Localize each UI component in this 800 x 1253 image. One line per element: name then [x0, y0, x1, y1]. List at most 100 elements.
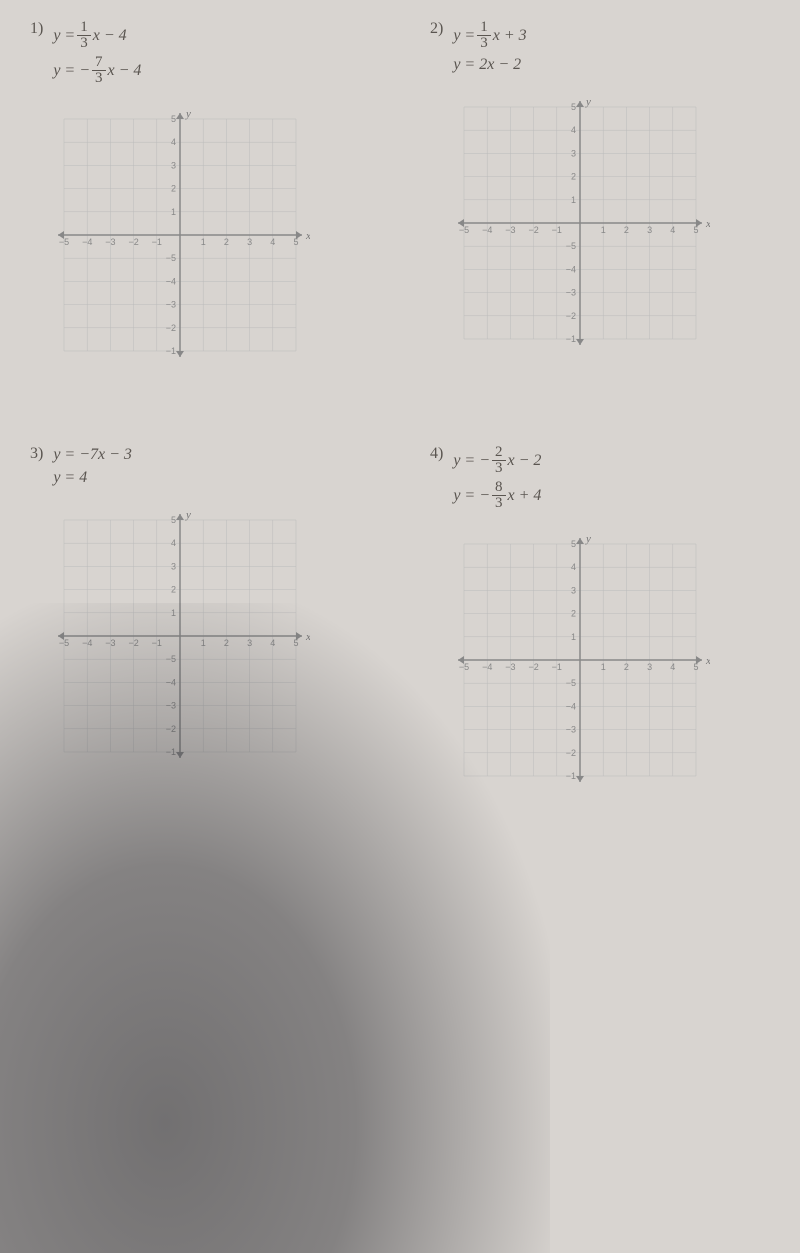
equation-2: y = − 7 3 x − 4 — [53, 55, 141, 86]
svg-text:5: 5 — [693, 225, 698, 235]
svg-text:−5: −5 — [59, 237, 69, 247]
equation-1: y = 1 3 x − 4 — [53, 20, 141, 51]
svg-text:x: x — [305, 230, 310, 242]
svg-text:−5: −5 — [166, 655, 176, 665]
svg-text:−1: −1 — [152, 638, 162, 648]
svg-text:−5: −5 — [166, 253, 176, 263]
svg-text:4: 4 — [171, 539, 176, 549]
problem-3: 3) y = −7x − 3 y = 4 −51−42−33−24−151−52… — [30, 445, 370, 790]
svg-text:2: 2 — [171, 585, 176, 595]
svg-text:4: 4 — [171, 137, 176, 147]
svg-text:−4: −4 — [82, 237, 92, 247]
svg-text:5: 5 — [171, 515, 176, 525]
svg-text:−5: −5 — [59, 638, 69, 648]
svg-text:5: 5 — [171, 114, 176, 124]
svg-text:−3: −3 — [105, 237, 115, 247]
equations-block: y = 1 3 x − 4 y = − 7 3 x − 4 — [53, 20, 141, 90]
svg-text:5: 5 — [571, 102, 576, 112]
equation-2: y = 4 — [53, 468, 132, 487]
svg-text:−4: −4 — [482, 225, 492, 235]
svg-text:4: 4 — [270, 638, 275, 648]
svg-text:x: x — [705, 218, 710, 230]
svg-text:−4: −4 — [566, 701, 576, 711]
svg-text:−3: −3 — [505, 225, 515, 235]
svg-text:1: 1 — [571, 195, 576, 205]
svg-text:y: y — [585, 96, 591, 108]
equations-block: y = 1 3 x + 3 y = 2x − 2 — [453, 20, 526, 78]
svg-text:1: 1 — [201, 638, 206, 648]
svg-text:−5: −5 — [566, 241, 576, 251]
svg-text:3: 3 — [571, 585, 576, 595]
svg-text:3: 3 — [647, 662, 652, 672]
svg-text:−1: −1 — [166, 346, 176, 356]
fraction: 8 3 — [492, 480, 506, 511]
svg-text:2: 2 — [624, 225, 629, 235]
svg-text:−3: −3 — [166, 701, 176, 711]
svg-text:1: 1 — [171, 207, 176, 217]
svg-text:2: 2 — [224, 237, 229, 247]
svg-text:−3: −3 — [566, 288, 576, 298]
equation-1: y = −7x − 3 — [53, 445, 132, 464]
row-2: 3) y = −7x − 3 y = 4 −51−42−33−24−151−52… — [30, 445, 770, 790]
svg-text:−4: −4 — [82, 638, 92, 648]
svg-text:3: 3 — [647, 225, 652, 235]
svg-text:−3: −3 — [505, 662, 515, 672]
svg-text:5: 5 — [693, 662, 698, 672]
svg-text:4: 4 — [270, 237, 275, 247]
svg-text:y: y — [585, 533, 591, 545]
svg-text:1: 1 — [171, 608, 176, 618]
svg-text:2: 2 — [171, 184, 176, 194]
problem-number: 1) — [30, 20, 43, 38]
svg-text:−4: −4 — [166, 276, 176, 286]
svg-text:−1: −1 — [566, 334, 576, 344]
svg-text:x: x — [305, 631, 310, 643]
svg-text:−2: −2 — [128, 638, 138, 648]
svg-text:1: 1 — [201, 237, 206, 247]
fraction: 1 3 — [477, 20, 491, 51]
svg-text:−2: −2 — [528, 662, 538, 672]
problem-4: 4) y = − 2 3 x − 2 y = − 8 3 x + 4 −51−4… — [430, 445, 770, 790]
problem-2: 2) y = 1 3 x + 3 y = 2x − 2 −51−42−33−24… — [430, 20, 770, 365]
equation-2: y = − 8 3 x + 4 — [453, 480, 541, 511]
svg-text:−1: −1 — [552, 662, 562, 672]
svg-text:2: 2 — [624, 662, 629, 672]
svg-text:−5: −5 — [459, 662, 469, 672]
svg-text:2: 2 — [571, 172, 576, 182]
coordinate-grid-4: −51−42−33−24−151−52−43−34−25−1xy — [450, 530, 770, 790]
equation-1: y = − 2 3 x − 2 — [453, 445, 541, 476]
svg-text:−3: −3 — [105, 638, 115, 648]
svg-text:3: 3 — [571, 149, 576, 159]
svg-text:1: 1 — [601, 225, 606, 235]
svg-text:4: 4 — [670, 662, 675, 672]
svg-text:−5: −5 — [459, 225, 469, 235]
svg-text:1: 1 — [571, 632, 576, 642]
problem-number: 2) — [430, 20, 443, 38]
equations-block: y = − 2 3 x − 2 y = − 8 3 x + 4 — [453, 445, 541, 515]
svg-text:−4: −4 — [566, 265, 576, 275]
svg-text:3: 3 — [171, 160, 176, 170]
fraction: 2 3 — [492, 445, 506, 476]
coordinate-grid-3: −51−42−33−24−151−52−43−34−25−1xy — [50, 506, 370, 766]
svg-text:x: x — [705, 655, 710, 667]
svg-text:5: 5 — [293, 237, 298, 247]
svg-text:−3: −3 — [166, 300, 176, 310]
svg-text:−2: −2 — [566, 748, 576, 758]
svg-text:3: 3 — [171, 562, 176, 572]
fraction: 7 3 — [92, 55, 106, 86]
svg-text:−2: −2 — [166, 323, 176, 333]
svg-text:−2: −2 — [566, 311, 576, 321]
coordinate-grid-1: −51−42−33−24−151−52−43−34−25−1xy — [50, 105, 370, 365]
row-1: 1) y = 1 3 x − 4 y = − 7 3 x − 4 −5 1 −4 2 −… — [30, 20, 770, 365]
svg-text:−4: −4 — [482, 662, 492, 672]
svg-text:−2: −2 — [528, 225, 538, 235]
fraction: 1 3 — [77, 20, 91, 51]
svg-text:−1: −1 — [566, 771, 576, 781]
svg-text:y: y — [185, 509, 191, 521]
svg-text:3: 3 — [247, 237, 252, 247]
svg-text:−3: −3 — [566, 725, 576, 735]
svg-text:−2: −2 — [128, 237, 138, 247]
equation-1: y = 1 3 x + 3 — [453, 20, 526, 51]
svg-text:−4: −4 — [166, 678, 176, 688]
svg-text:−2: −2 — [166, 724, 176, 734]
svg-text:3: 3 — [247, 638, 252, 648]
